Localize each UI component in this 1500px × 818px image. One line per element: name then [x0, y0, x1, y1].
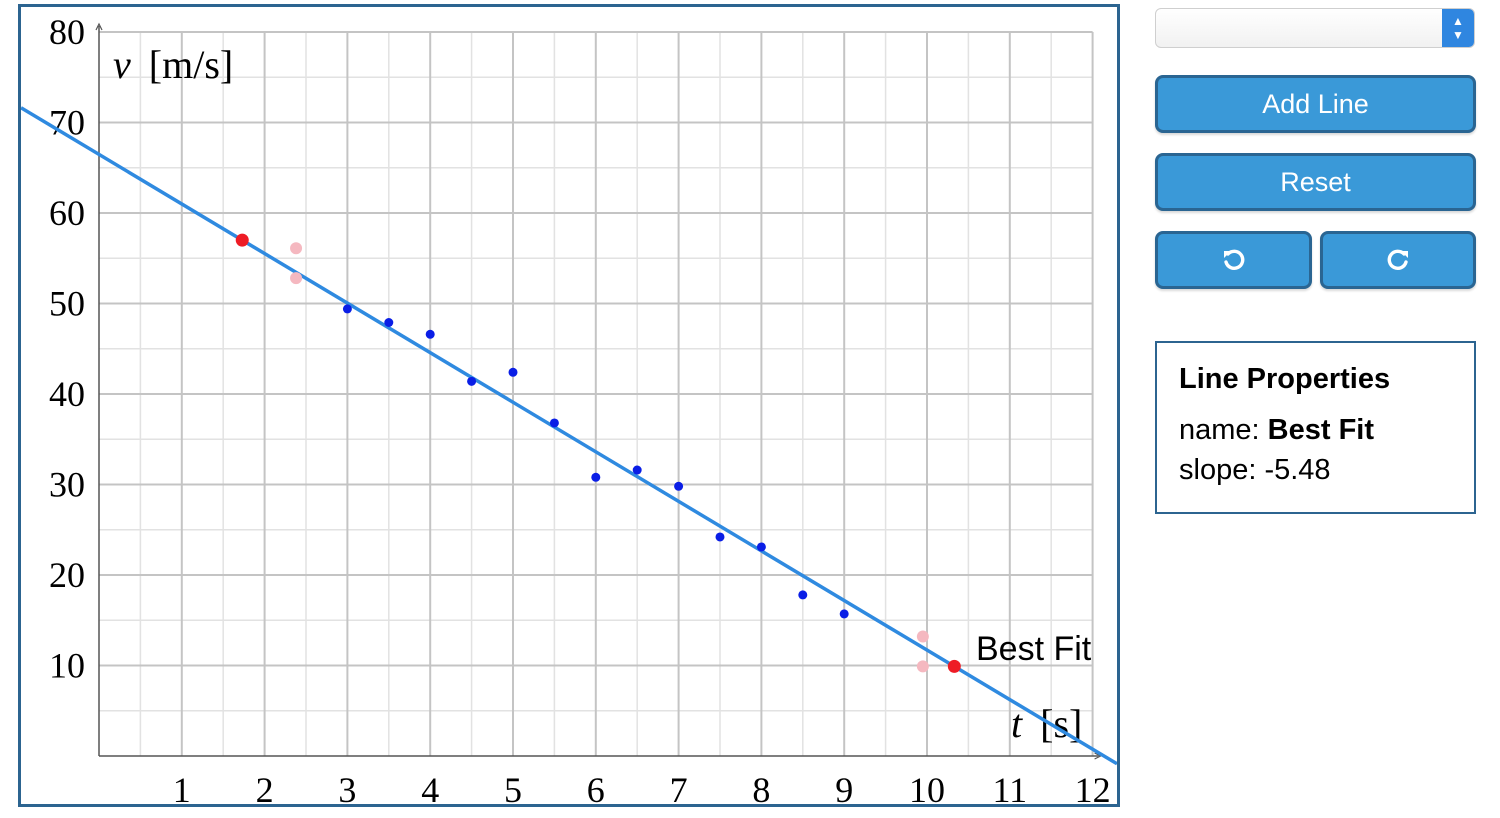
- line-name-value: Best Fit: [1267, 414, 1375, 446]
- x-tick-label: 12: [1075, 770, 1111, 804]
- line-markers[interactable]: [235, 233, 961, 673]
- add-line-button-label: Add Line: [1262, 88, 1369, 119]
- y-tick-label: 10: [49, 646, 85, 686]
- y-tick-label: 40: [49, 374, 85, 414]
- data-point: [674, 481, 684, 491]
- y-tick-label: 20: [49, 555, 85, 595]
- y-axis-title: v [m/s]: [113, 42, 233, 87]
- add-line-button[interactable]: Add Line: [1155, 75, 1476, 133]
- data-point: [715, 532, 725, 542]
- line-rotate-marker[interactable]: [290, 242, 303, 255]
- data-point: [549, 418, 559, 428]
- line-properties-panel: Line Properties name: Best Fit slope: -5…: [1155, 341, 1476, 514]
- line-name-row: name: Best Fit: [1179, 410, 1452, 450]
- select-arrows-icon[interactable]: ▲ ▼: [1442, 9, 1474, 47]
- data-point: [591, 472, 601, 482]
- y-axis-unit: [m/s]: [149, 42, 233, 87]
- data-point: [425, 329, 435, 339]
- x-tick-label: 2: [256, 770, 274, 804]
- data-point: [384, 318, 394, 328]
- y-tick-label: 30: [49, 465, 85, 505]
- line-slope-row: slope: -5.48: [1179, 450, 1452, 490]
- x-tick-label: 6: [587, 770, 605, 804]
- y-axis-variable: v: [113, 42, 131, 87]
- x-tick-label: 8: [752, 770, 770, 804]
- best-fit-line-group[interactable]: [21, 106, 1117, 766]
- x-tick-label: 11: [992, 770, 1027, 804]
- data-point: [756, 542, 766, 552]
- major-grid: [99, 31, 1094, 756]
- data-points: [342, 304, 849, 619]
- data-point: [632, 465, 642, 475]
- x-tick-label: 9: [835, 770, 853, 804]
- chevron-down-icon: ▼: [1452, 28, 1464, 42]
- line-properties-title: Line Properties: [1179, 363, 1391, 395]
- y-tick-label: 50: [49, 284, 85, 324]
- best-fit-line-label: Best Fit: [976, 630, 1092, 668]
- redo-icon: [1387, 249, 1408, 270]
- line-name-label: name:: [1179, 414, 1268, 446]
- line-rotate-marker[interactable]: [290, 272, 303, 285]
- line-slope-value: -5.48: [1264, 454, 1331, 486]
- y-tick-label: 80: [49, 12, 85, 52]
- best-fit-line[interactable]: [21, 106, 1117, 766]
- x-tick-label: 1: [173, 770, 191, 804]
- line-slope-label: slope:: [1179, 454, 1265, 486]
- line-handle[interactable]: [235, 233, 249, 247]
- x-axis-variable: t: [1011, 701, 1023, 746]
- x-tick-label: 10: [909, 770, 945, 804]
- reset-button[interactable]: Reset: [1155, 153, 1476, 211]
- x-tick-label: 7: [670, 770, 688, 804]
- x-tick-label: 4: [421, 770, 439, 804]
- x-tick-label: 5: [504, 770, 522, 804]
- data-point: [342, 304, 352, 314]
- data-point: [467, 376, 477, 386]
- data-point: [508, 367, 518, 377]
- y-axis-arrow: [95, 22, 103, 31]
- redo-button[interactable]: [1320, 231, 1476, 289]
- line-select[interactable]: ▲ ▼: [1155, 8, 1475, 48]
- line-rotate-marker[interactable]: [916, 630, 929, 643]
- reset-button-label: Reset: [1280, 166, 1351, 197]
- axes: [95, 22, 1102, 760]
- line-rotate-marker[interactable]: [916, 660, 929, 673]
- undo-button[interactable]: [1155, 231, 1312, 289]
- line-handle[interactable]: [947, 659, 961, 673]
- plot-frame: 1 2 3 4 5 6 7 8 9 10 11 12 10 20 30 40 50 60 70 80 v [m/s] …: [18, 4, 1120, 807]
- data-point: [839, 609, 849, 619]
- data-point: [798, 590, 808, 600]
- y-tick-label: 60: [49, 193, 85, 233]
- x-tick-label: 3: [338, 770, 356, 804]
- chevron-up-icon: ▲: [1452, 14, 1464, 28]
- undo-icon: [1223, 249, 1244, 270]
